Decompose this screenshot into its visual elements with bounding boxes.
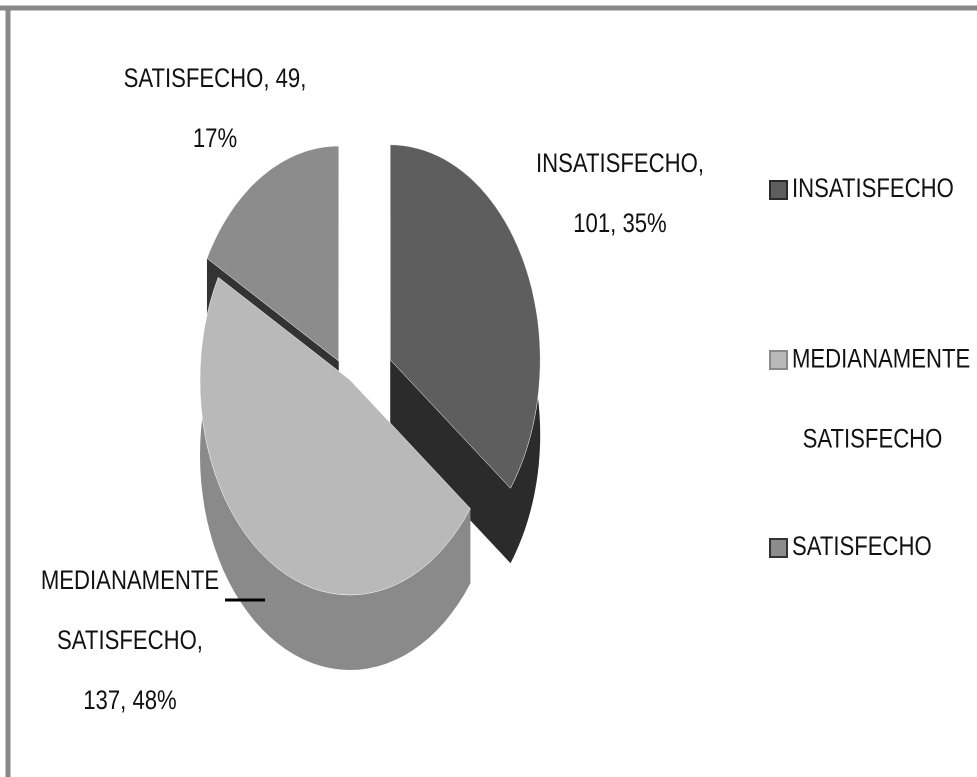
- data-label: SATISFECHO,: [57, 626, 203, 656]
- legend-swatch: [769, 350, 788, 370]
- data-label: 17%: [193, 124, 237, 154]
- data-label: 101, 35%: [573, 209, 667, 239]
- legend-label: INSATISFECHO: [792, 174, 954, 204]
- data-label: 137, 48%: [83, 686, 177, 716]
- slice: [389, 144, 541, 489]
- legend-label: SATISFECHO: [792, 532, 932, 562]
- slice: [206, 145, 340, 362]
- data-label: INSATISFECHO,: [536, 149, 704, 179]
- slice-wall: [390, 359, 511, 564]
- data-label: MEDIANAMENTE: [41, 566, 219, 596]
- legend-swatch: [769, 538, 788, 558]
- legend-label: MEDIANAMENTE SATISFECHO: [792, 344, 970, 454]
- slice-side: [200, 277, 471, 670]
- legend-swatch: [769, 180, 788, 200]
- slice: [199, 276, 471, 596]
- data-label: SATISFECHO, 49,: [124, 64, 307, 94]
